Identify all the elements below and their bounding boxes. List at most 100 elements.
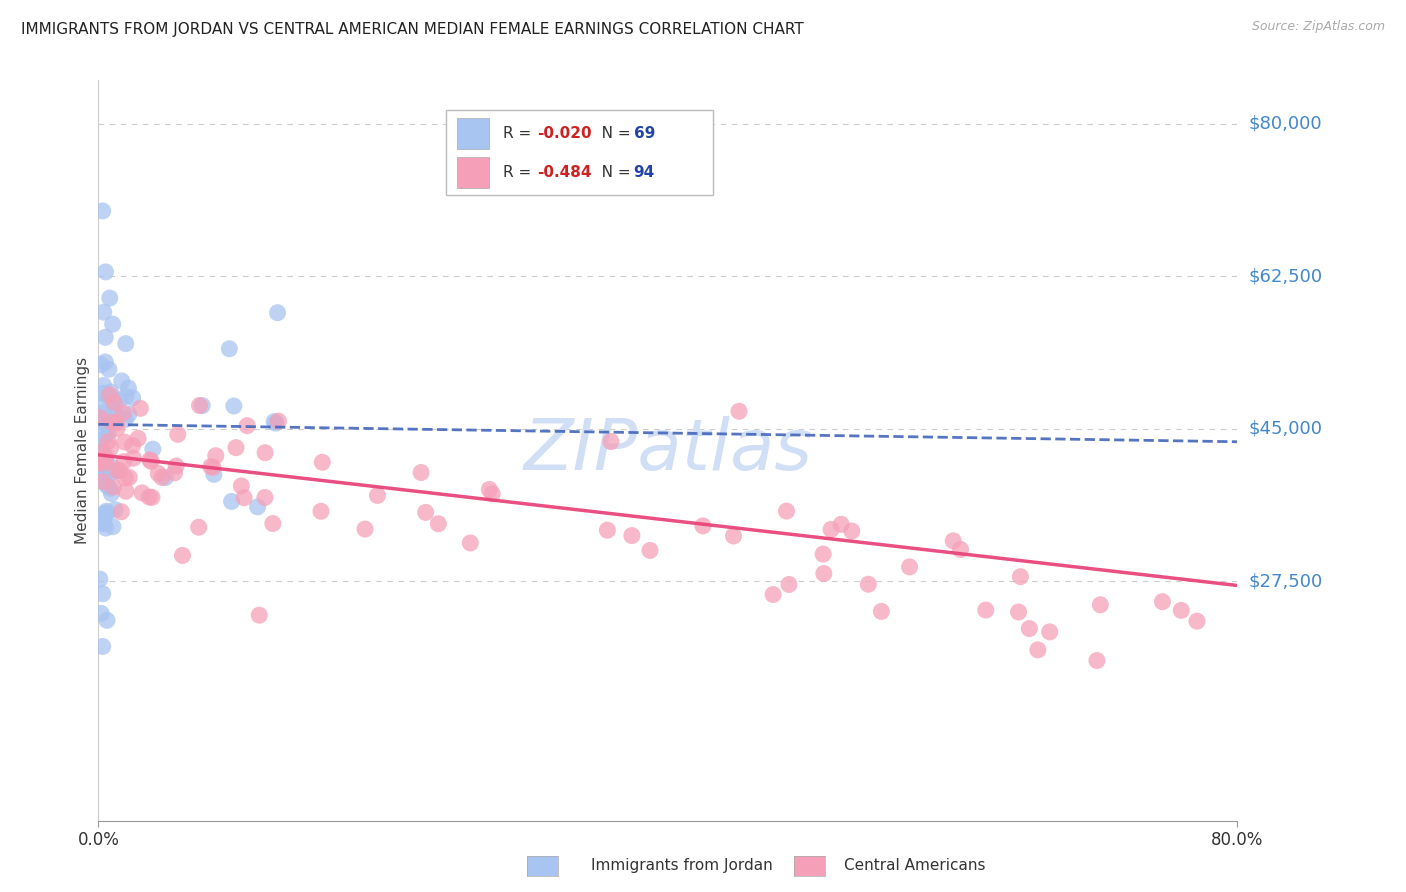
Text: 94: 94 <box>634 165 655 179</box>
Point <box>94 451 117 466</box>
Text: Central Americans: Central Americans <box>844 858 986 872</box>
Point <box>115 484 138 499</box>
Point <box>870 604 893 618</box>
Point <box>262 516 284 531</box>
Text: $80,000: $80,000 <box>1249 115 1322 133</box>
Point <box>163 466 186 480</box>
Point <box>105 421 128 435</box>
Point <box>858 577 880 591</box>
Point <box>830 517 852 532</box>
FancyBboxPatch shape <box>457 118 489 149</box>
Point <box>112 455 135 469</box>
Point <box>93 516 115 531</box>
Text: Immigrants from Jordan: Immigrants from Jordan <box>591 858 772 872</box>
Point <box>155 470 177 484</box>
Point <box>974 603 997 617</box>
Point <box>775 504 797 518</box>
Point <box>141 491 163 505</box>
Point <box>93 448 115 462</box>
Text: R =: R = <box>503 165 536 179</box>
Point <box>201 460 224 475</box>
Point <box>90 455 112 469</box>
Point <box>949 542 972 557</box>
Point <box>221 494 243 508</box>
Point <box>187 520 209 534</box>
Point <box>311 455 333 469</box>
Point <box>1170 603 1192 617</box>
Point <box>638 543 661 558</box>
Point <box>91 640 114 654</box>
Point <box>121 391 143 405</box>
Point <box>723 529 745 543</box>
Point <box>108 393 131 408</box>
Point <box>898 560 921 574</box>
Text: ZIPatlas: ZIPatlas <box>523 416 813 485</box>
Point <box>122 451 145 466</box>
Point <box>596 523 619 537</box>
Point <box>778 577 800 591</box>
Point <box>1018 622 1040 636</box>
Point <box>91 386 114 401</box>
Point <box>114 389 136 403</box>
Point <box>89 434 111 448</box>
Point <box>222 399 245 413</box>
Point <box>218 342 240 356</box>
Point <box>253 491 276 505</box>
Point <box>101 317 124 331</box>
Point <box>121 439 143 453</box>
Point <box>309 504 332 518</box>
Text: -0.020: -0.020 <box>537 126 592 141</box>
Point <box>103 395 125 409</box>
Point <box>94 265 117 279</box>
Point <box>93 508 115 522</box>
Point <box>94 521 117 535</box>
Point <box>89 452 111 467</box>
Point <box>97 434 120 449</box>
Point <box>114 412 136 426</box>
Point <box>112 406 135 420</box>
Text: $45,000: $45,000 <box>1249 419 1323 438</box>
Point <box>94 453 117 467</box>
Point <box>478 483 501 497</box>
Point <box>89 410 111 425</box>
Point <box>94 417 117 432</box>
Point <box>200 459 222 474</box>
Point <box>246 500 269 514</box>
Point <box>231 479 253 493</box>
Point <box>460 536 482 550</box>
Point <box>264 416 287 430</box>
Point <box>1026 643 1049 657</box>
Y-axis label: Median Female Earnings: Median Female Earnings <box>75 357 90 544</box>
Point <box>96 504 118 518</box>
Point <box>1090 598 1112 612</box>
Point <box>267 414 290 428</box>
Point <box>415 505 437 519</box>
Point <box>100 486 122 500</box>
Point <box>93 378 115 392</box>
Point <box>91 474 114 488</box>
Text: -0.484: -0.484 <box>537 165 592 179</box>
Point <box>142 442 165 457</box>
Point <box>96 613 118 627</box>
Point <box>236 418 259 433</box>
Point <box>191 399 214 413</box>
Point <box>172 549 194 563</box>
Point <box>1085 653 1108 667</box>
Point <box>148 467 170 481</box>
Point <box>129 401 152 416</box>
Point <box>247 608 270 623</box>
Point <box>118 470 141 484</box>
Point <box>762 588 785 602</box>
Point <box>111 374 134 388</box>
Point <box>98 481 121 495</box>
Point <box>100 384 122 399</box>
Point <box>90 607 112 621</box>
Point <box>841 524 863 538</box>
Point <box>90 358 112 372</box>
Point <box>110 505 132 519</box>
Point <box>89 572 111 586</box>
Text: N =: N = <box>586 126 636 141</box>
Point <box>599 434 621 449</box>
Point <box>89 438 111 452</box>
Point <box>94 355 117 369</box>
